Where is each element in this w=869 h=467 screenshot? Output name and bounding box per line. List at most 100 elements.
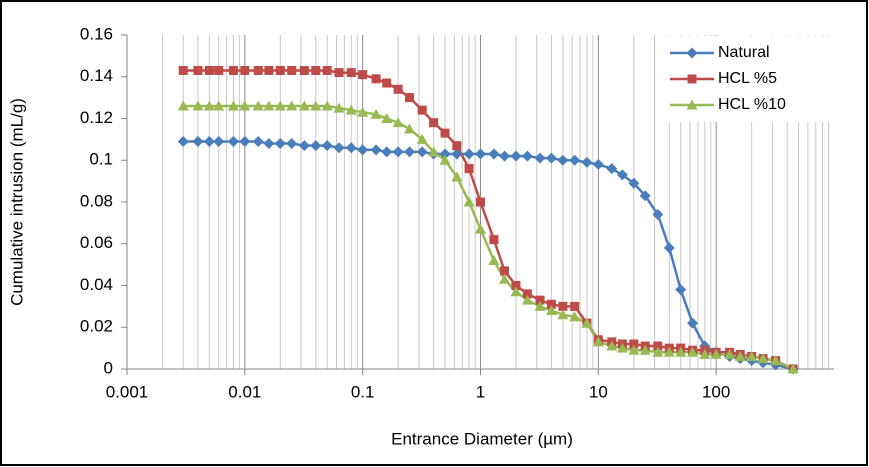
marker	[333, 102, 345, 113]
legend: Natural HCL %5 HCL %10	[662, 36, 832, 122]
legend-label: Natural	[718, 44, 770, 61]
legend-label: HCL %5	[718, 70, 777, 87]
marker	[370, 144, 382, 156]
marker	[311, 65, 321, 75]
marker	[298, 140, 310, 152]
marker	[404, 146, 416, 158]
marker	[675, 284, 687, 296]
marker	[569, 154, 581, 166]
marker	[653, 341, 663, 351]
marker	[393, 84, 403, 94]
marker	[510, 286, 522, 297]
y-tick-label: 0.02	[80, 317, 113, 336]
y-tick-label: 0.16	[80, 24, 113, 43]
marker	[499, 273, 511, 284]
marker	[263, 138, 275, 150]
marker	[545, 152, 557, 164]
x-tick-label: 1	[476, 382, 485, 401]
marker	[440, 128, 450, 138]
marker	[534, 300, 546, 311]
marker	[746, 350, 758, 361]
series-line	[183, 69, 794, 371]
marker	[334, 68, 344, 78]
marker	[310, 140, 322, 152]
y-tick-label: 0.12	[80, 108, 113, 127]
marker	[428, 146, 440, 157]
marker	[416, 133, 428, 144]
marker	[687, 346, 699, 357]
y-tick-label: 0.08	[80, 191, 113, 210]
marker	[227, 135, 239, 147]
y-tick-label: 0.04	[80, 275, 113, 294]
marker	[757, 353, 769, 364]
marker	[770, 355, 782, 366]
marker	[227, 100, 239, 111]
marker	[333, 142, 345, 154]
marker	[463, 196, 475, 207]
y-tick-label: 0.14	[80, 66, 113, 85]
marker	[381, 146, 393, 158]
marker	[346, 68, 356, 78]
marker	[392, 146, 404, 158]
marker	[192, 135, 204, 147]
marker	[405, 93, 415, 103]
marker	[321, 140, 333, 152]
marker	[675, 346, 687, 357]
x-tick-label: 0.1	[351, 382, 375, 401]
marker	[263, 100, 275, 111]
marker	[321, 100, 333, 111]
marker	[535, 295, 545, 305]
y-tick-label: 0.1	[89, 150, 113, 169]
marker	[274, 100, 286, 111]
marker	[239, 100, 251, 111]
marker	[546, 299, 556, 309]
marker	[489, 235, 499, 245]
marker	[521, 150, 533, 162]
marker	[592, 158, 604, 170]
marker	[322, 65, 332, 75]
marker	[570, 301, 580, 311]
marker	[464, 164, 474, 174]
marker	[228, 65, 238, 75]
marker	[488, 148, 500, 160]
marker	[358, 70, 368, 80]
marker	[357, 106, 369, 117]
marker	[463, 148, 475, 160]
marker	[616, 169, 628, 181]
marker	[345, 142, 357, 154]
marker	[274, 138, 286, 150]
marker	[382, 78, 392, 88]
marker	[663, 346, 675, 357]
marker	[213, 100, 225, 111]
marker	[177, 100, 189, 111]
marker	[345, 104, 357, 115]
marker	[404, 123, 416, 134]
series-line	[183, 140, 794, 371]
marker	[475, 223, 486, 234]
marker	[371, 74, 381, 84]
legend-marker	[686, 47, 698, 59]
marker	[204, 65, 214, 75]
marker	[286, 138, 298, 150]
marker	[606, 163, 618, 175]
marker	[178, 65, 188, 75]
marker	[451, 171, 463, 182]
marker	[264, 65, 274, 75]
marker	[451, 148, 463, 160]
marker	[557, 309, 569, 320]
x-axis-title: Entrance Diameter (µm)	[391, 429, 573, 448]
marker	[416, 146, 428, 158]
marker	[652, 346, 664, 357]
marker	[392, 117, 404, 128]
marker	[629, 339, 639, 349]
x-tick-label: 0.001	[106, 382, 149, 401]
marker	[616, 342, 628, 353]
x-tick-label: 0.01	[228, 382, 261, 401]
marker	[557, 154, 569, 166]
marker	[298, 100, 310, 111]
marker	[558, 301, 568, 311]
marker	[628, 344, 640, 355]
marker	[522, 289, 532, 299]
marker	[214, 65, 224, 75]
